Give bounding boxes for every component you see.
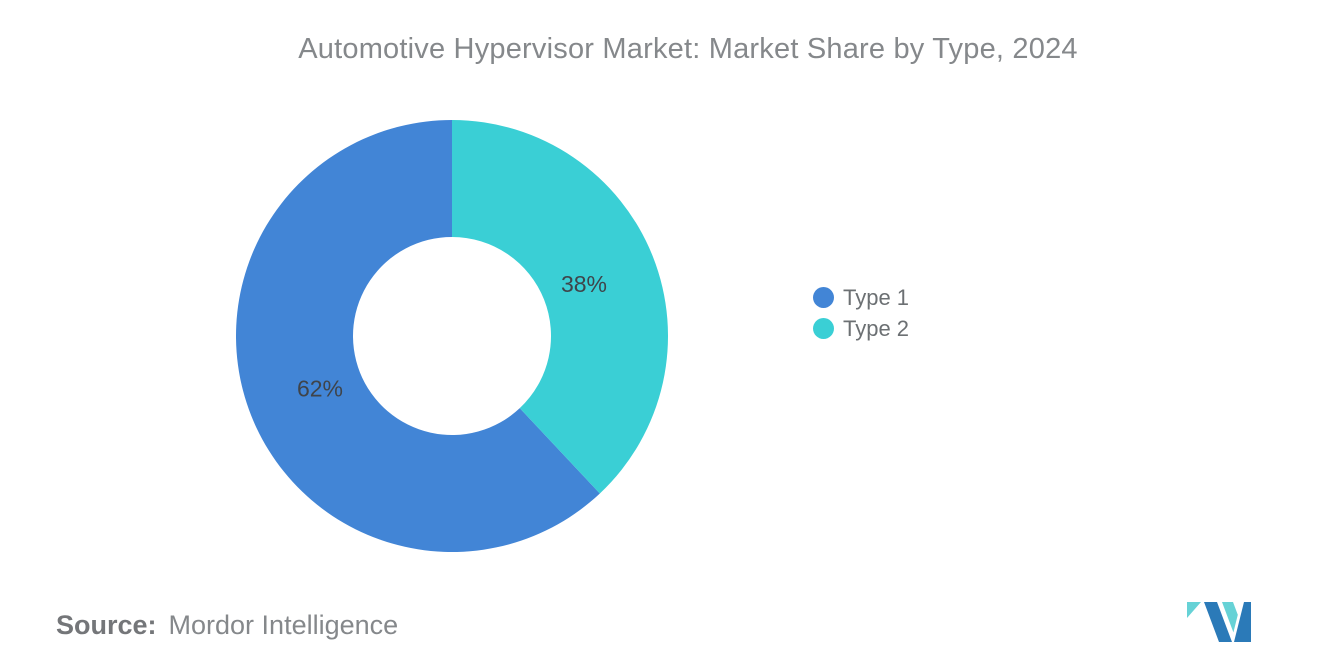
logo-shape-teal-band <box>1222 602 1238 633</box>
legend-swatch-type-1 <box>813 287 834 308</box>
slice-label-type-1: 62% <box>297 375 343 401</box>
donut-chart: 62% 38% <box>236 120 668 552</box>
legend-item-type-1[interactable]: Type 1 <box>813 285 910 310</box>
donut-slice-type-1[interactable] <box>236 120 600 552</box>
mordor-intelligence-logo <box>1187 602 1251 642</box>
legend-label-type-1: Type 1 <box>843 285 910 310</box>
source-value: Mordor Intelligence <box>168 610 399 640</box>
legend-swatch-type-2 <box>813 318 834 339</box>
chart-title: Automotive Hypervisor Market: Market Sha… <box>298 33 1078 65</box>
source-attribution: Source: Mordor Intelligence <box>56 610 398 641</box>
source-label: Source: <box>56 610 157 640</box>
logo-shape-blue-bar <box>1234 602 1251 642</box>
legend-label-type-2: Type 2 <box>843 316 910 341</box>
legend-item-type-2[interactable]: Type 2 <box>813 316 910 341</box>
chart-legend: Type 1 Type 2 <box>813 285 910 341</box>
slice-label-type-2: 38% <box>561 271 607 297</box>
donut-slice-type-2[interactable] <box>452 120 668 494</box>
logo-shape-blue-band <box>1204 602 1232 642</box>
logo-shape-teal-triangle <box>1187 602 1201 618</box>
